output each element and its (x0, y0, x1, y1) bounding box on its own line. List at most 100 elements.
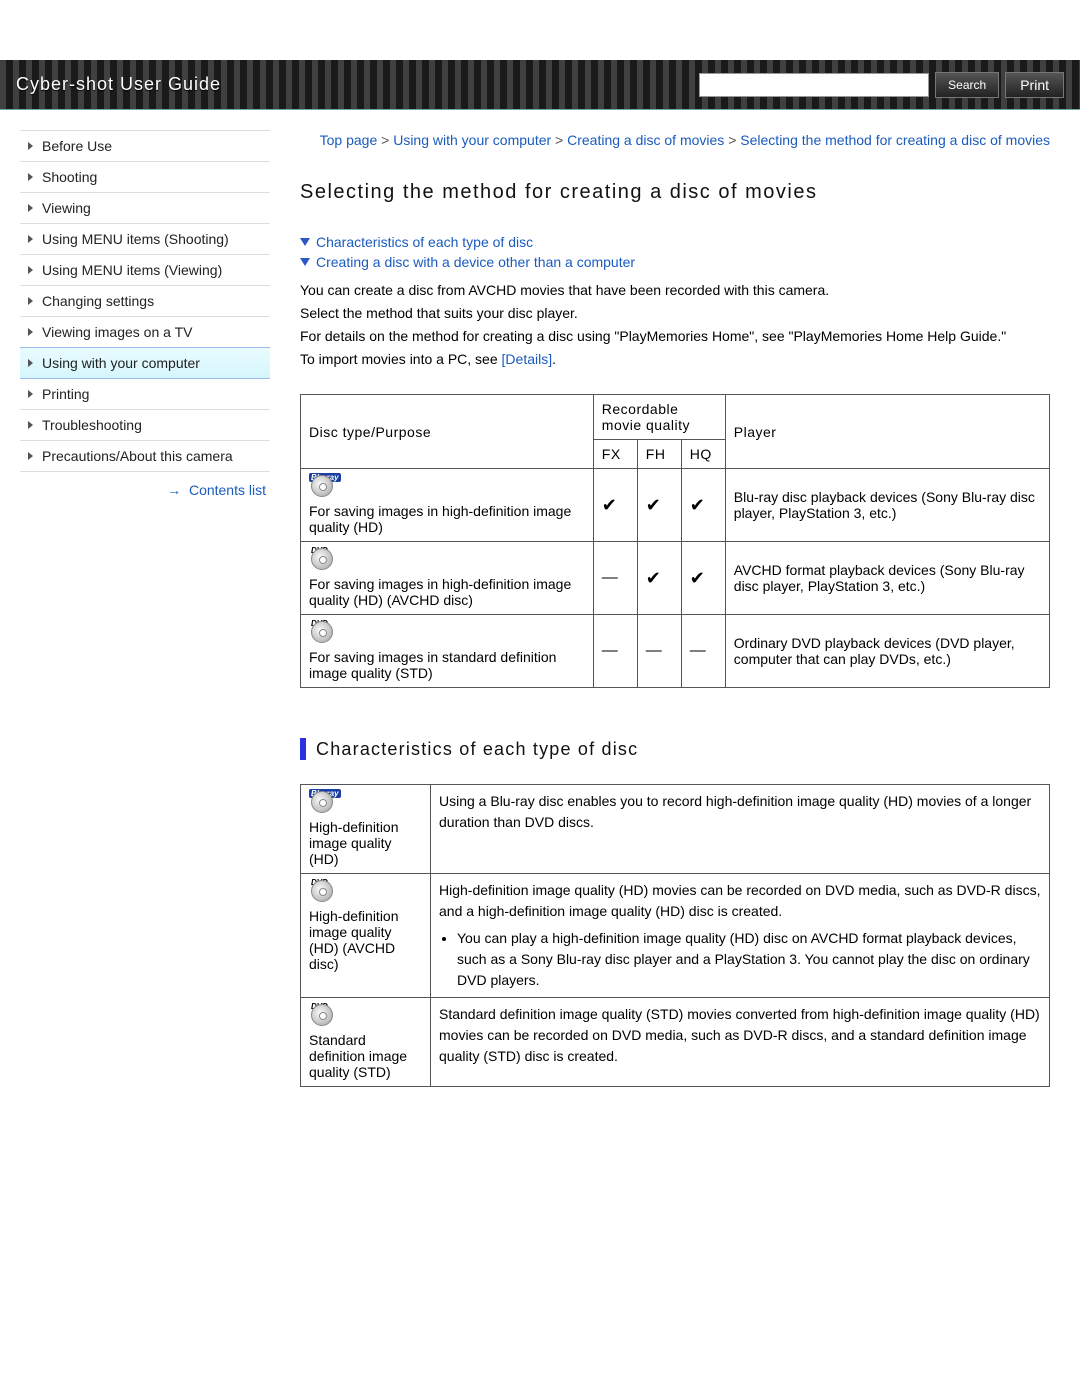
anchor-list: Characteristics of each type of disc Cre… (300, 234, 1050, 270)
header-right: Search Print (699, 72, 1064, 98)
table-row: DVD Standard definition image quality (ST… (301, 998, 1050, 1087)
char-desc-text: Standard definition image quality (STD) … (439, 1006, 1040, 1064)
triangle-down-icon (300, 238, 310, 246)
table-row: DVD For saving images in standard definit… (301, 615, 1050, 688)
main-content: Top page > Using with your computer > Cr… (300, 130, 1050, 1087)
characteristics-table: Blu-ray High-definition image quality (HD… (300, 784, 1050, 1087)
table-header-hq: HQ (681, 440, 725, 469)
disc-icon: DVD (309, 548, 343, 572)
disc-type-desc: For saving images in standard definition… (309, 649, 556, 681)
disc-type-cell: DVD For saving images in high-definition … (301, 542, 594, 615)
char-type-cell: Blu-rayHigh-definition image quality (HD… (301, 785, 431, 874)
sidebar: Before UseShootingViewingUsing MENU item… (20, 130, 270, 1087)
disc-type-desc: For saving images in high-definition ima… (309, 503, 571, 535)
char-desc-text: High-definition image quality (HD) movie… (439, 882, 1040, 919)
disc-type-cell: Blu-ray For saving images in high-definit… (301, 469, 594, 542)
check-icon (690, 571, 705, 587)
sidebar-item[interactable]: Before Use (20, 131, 270, 162)
fh-cell (637, 469, 681, 542)
intro-para: You can create a disc from AVCHD movies … (300, 280, 1050, 301)
dash-icon (602, 642, 618, 658)
search-button[interactable]: Search (935, 72, 999, 98)
table-header-quality-group: Recordable movie quality (593, 395, 725, 440)
player-cell: Ordinary DVD playback devices (DVD playe… (725, 615, 1049, 688)
char-type-text: Standard definition image quality (STD) (309, 1032, 407, 1080)
breadcrumb-separator: > (724, 132, 740, 148)
sidebar-item[interactable]: Changing settings (20, 286, 270, 317)
header-title: Cyber-shot User Guide (16, 74, 221, 95)
char-type-text: High-definition image quality (HD) (AVCH… (309, 908, 399, 972)
sidebar-nav: Before UseShootingViewingUsing MENU item… (20, 130, 270, 472)
disc-type-cell: DVD For saving images in standard definit… (301, 615, 594, 688)
disc-icon: DVD (309, 621, 343, 645)
search-input[interactable] (699, 73, 929, 97)
intro-import: To import movies into a PC, see [Details… (300, 349, 1050, 370)
sidebar-item[interactable]: Viewing images on a TV (20, 317, 270, 348)
arrow-right-icon: → (167, 482, 181, 498)
header-bar: Cyber-shot User Guide Search Print (0, 60, 1080, 110)
table-row: DVD High-definition image quality (HD) (A… (301, 874, 1050, 998)
contents-list-row: → Contents list (20, 472, 270, 498)
anchor-item[interactable]: Creating a disc with a device other than… (300, 254, 1050, 270)
breadcrumb-link[interactable]: Selecting the method for creating a disc… (740, 132, 1050, 148)
breadcrumb-link[interactable]: Top page (320, 132, 378, 148)
char-type-cell: DVD High-definition image quality (HD) (A… (301, 874, 431, 998)
details-link[interactable]: [Details] (502, 351, 553, 367)
intro-para: Select the method that suits your disc p… (300, 303, 1050, 324)
anchor-item[interactable]: Characteristics of each type of disc (300, 234, 1050, 250)
char-desc-cell: Standard definition image quality (STD) … (431, 998, 1050, 1087)
check-icon (690, 498, 705, 514)
disc-type-desc: For saving images in high-definition ima… (309, 576, 571, 608)
table-row: DVD For saving images in high-definition … (301, 542, 1050, 615)
disc-icon: DVD (309, 1004, 343, 1028)
char-bullet: You can play a high-definition image qua… (457, 928, 1041, 991)
breadcrumb: Top page > Using with your computer > Cr… (300, 130, 1050, 151)
disc-icon: DVD (309, 880, 343, 904)
sidebar-item[interactable]: Precautions/About this camera (20, 441, 270, 472)
import-suffix: . (552, 351, 556, 367)
top-spacer (0, 0, 1080, 60)
contents-list-link[interactable]: Contents list (189, 482, 266, 498)
sidebar-item[interactable]: Using MENU items (Viewing) (20, 255, 270, 286)
anchor-link[interactable]: Creating a disc with a device other than… (316, 254, 635, 270)
anchor-link[interactable]: Characteristics of each type of disc (316, 234, 533, 250)
fh-cell (637, 542, 681, 615)
table-header-disc-type: Disc type/Purpose (301, 395, 594, 469)
disc-icon: Blu-ray (309, 791, 343, 815)
hq-cell (681, 469, 725, 542)
dash-icon (646, 642, 662, 658)
breadcrumb-link[interactable]: Using with your computer (393, 132, 551, 148)
dash-icon (602, 569, 618, 585)
fx-cell (593, 542, 637, 615)
disc-shape (311, 791, 333, 813)
hq-cell (681, 615, 725, 688)
sidebar-item[interactable]: Printing (20, 379, 270, 410)
hq-cell (681, 542, 725, 615)
page-title: Selecting the method for creating a disc… (300, 181, 1050, 204)
table-row: Blu-ray For saving images in high-definit… (301, 469, 1050, 542)
sidebar-item[interactable]: Viewing (20, 193, 270, 224)
breadcrumb-link[interactable]: Creating a disc of movies (567, 132, 724, 148)
sidebar-item[interactable]: Shooting (20, 162, 270, 193)
disc-shape (311, 475, 333, 497)
disc-shape (311, 621, 333, 643)
sidebar-item[interactable]: Using MENU items (Shooting) (20, 224, 270, 255)
table-header-player: Player (725, 395, 1049, 469)
triangle-down-icon (300, 258, 310, 266)
check-icon (646, 498, 661, 514)
breadcrumb-separator: > (551, 132, 567, 148)
disc-type-table: Disc type/Purpose Recordable movie quali… (300, 394, 1050, 688)
print-button[interactable]: Print (1005, 72, 1064, 98)
fh-cell (637, 615, 681, 688)
disc-shape (311, 880, 333, 902)
check-icon (602, 498, 617, 514)
blue-bar-icon (300, 738, 306, 760)
sidebar-item[interactable]: Using with your computer (20, 347, 270, 379)
table-header-fx: FX (593, 440, 637, 469)
characteristics-heading: Characteristics of each type of disc (300, 738, 1050, 760)
char-desc-text: Using a Blu-ray disc enables you to reco… (439, 793, 1031, 830)
disc-shape (311, 548, 333, 570)
sidebar-item[interactable]: Troubleshooting (20, 410, 270, 441)
breadcrumb-separator: > (377, 132, 393, 148)
disc-icon: Blu-ray (309, 475, 343, 499)
